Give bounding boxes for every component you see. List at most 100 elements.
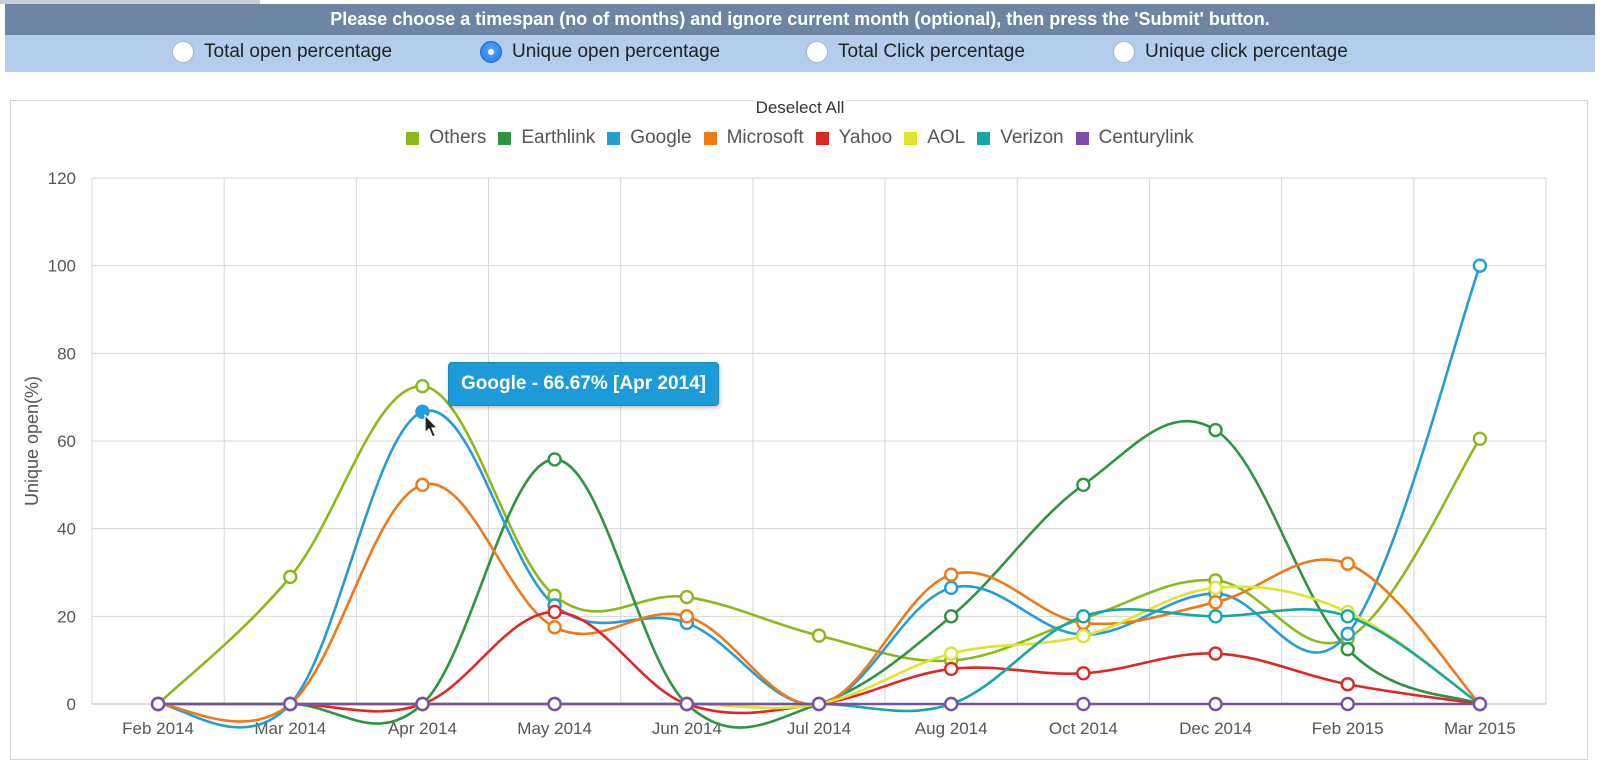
radio-button-icon[interactable] bbox=[172, 41, 194, 63]
chart-legend: Others Earthlink Google Microsoft Yahoo AOL Ve… bbox=[0, 127, 1600, 149]
data-point-microsoft bbox=[547, 620, 562, 635]
legend-label: AOL bbox=[927, 127, 966, 148]
top-tab-strip bbox=[0, 0, 260, 4]
radio-total-click[interactable]: Total Click percentage bbox=[806, 41, 1025, 63]
data-point-microsoft bbox=[1208, 595, 1223, 610]
legend-label: Centurylink bbox=[1098, 127, 1194, 148]
legend-label: Verizon bbox=[1000, 127, 1064, 148]
legend-item-earthlink[interactable]: Earthlink bbox=[498, 127, 595, 149]
data-point-google bbox=[943, 580, 959, 596]
data-point-yahoo bbox=[547, 604, 562, 620]
x-tick-label: Mar 2014 bbox=[254, 719, 326, 738]
data-point-centurylink bbox=[679, 696, 695, 712]
y-tick-label: 20 bbox=[57, 607, 76, 626]
data-point-others bbox=[1472, 431, 1488, 447]
legend-swatch bbox=[904, 131, 918, 145]
y-tick-label: 40 bbox=[57, 520, 76, 539]
data-point-centurylink bbox=[547, 696, 562, 712]
data-point-centurylink bbox=[1472, 696, 1488, 712]
legend-swatch bbox=[703, 131, 717, 145]
data-point-earthlink bbox=[1208, 422, 1223, 438]
series-line-earthlink bbox=[158, 419, 1481, 729]
data-point-microsoft bbox=[943, 567, 959, 582]
data-point-google bbox=[1340, 626, 1355, 642]
legend-label: Yahoo bbox=[838, 127, 893, 148]
radio-label: Unique click percentage bbox=[1145, 41, 1348, 62]
data-point-earthlink bbox=[547, 452, 562, 467]
mouse-pointer-icon bbox=[424, 414, 439, 438]
legend-swatch bbox=[815, 131, 829, 145]
data-point-microsoft bbox=[1340, 556, 1355, 571]
legend-swatch bbox=[498, 131, 512, 145]
data-point-verizon bbox=[1076, 609, 1091, 624]
data-point-yahoo bbox=[1340, 677, 1355, 692]
deselect-all-control: Deselect All bbox=[0, 98, 1600, 118]
data-point-microsoft bbox=[679, 609, 695, 624]
data-point-centurylink bbox=[1340, 696, 1355, 712]
legend-label: Others bbox=[429, 127, 487, 148]
data-point-others bbox=[811, 628, 827, 643]
legend-item-yahoo[interactable]: Yahoo bbox=[815, 127, 893, 149]
legend-item-verizon[interactable]: Verizon bbox=[977, 127, 1064, 149]
radio-label: Unique open percentage bbox=[512, 41, 721, 62]
data-point-yahoo bbox=[1076, 666, 1091, 681]
y-tick-label: 100 bbox=[48, 257, 76, 276]
legend-swatch bbox=[977, 131, 991, 145]
data-point-centurylink bbox=[415, 696, 430, 712]
metric-selector: Total open percentage Unique open percen… bbox=[5, 35, 1595, 72]
data-point-centurylink bbox=[1076, 696, 1091, 712]
y-tick-label: 80 bbox=[57, 344, 76, 363]
data-point-centurylink bbox=[943, 696, 959, 712]
x-tick-label: Dec 2014 bbox=[1179, 719, 1252, 738]
radio-button-selected-icon[interactable] bbox=[480, 41, 502, 63]
data-point-yahoo bbox=[1208, 646, 1223, 661]
x-tick-label: Oct 2014 bbox=[1049, 719, 1118, 738]
legend-label: Earthlink bbox=[521, 127, 596, 148]
data-point-aol bbox=[1076, 628, 1091, 644]
legend-item-aol[interactable]: AOL bbox=[904, 127, 965, 149]
data-point-centurylink bbox=[811, 696, 827, 712]
legend-label: Google bbox=[630, 127, 692, 148]
data-point-others bbox=[283, 569, 298, 585]
data-point-verizon bbox=[1340, 609, 1355, 624]
instruction-text: Please choose a timespan (no of months) … bbox=[330, 9, 1270, 29]
x-tick-label: Aug 2014 bbox=[915, 719, 988, 738]
data-point-centurylink bbox=[1208, 696, 1223, 712]
y-tick-label: 60 bbox=[57, 432, 76, 451]
radio-button-icon[interactable] bbox=[1113, 41, 1135, 63]
radio-unique-click[interactable]: Unique click percentage bbox=[1113, 41, 1348, 63]
data-point-centurylink bbox=[150, 696, 166, 712]
radio-total-open[interactable]: Total open percentage bbox=[172, 41, 392, 63]
radio-label: Total Click percentage bbox=[838, 41, 1025, 62]
series-line-others bbox=[157, 384, 1481, 705]
instruction-banner: Please choose a timespan (no of months) … bbox=[5, 4, 1595, 35]
x-tick-label: Jun 2014 bbox=[652, 719, 722, 738]
data-point-earthlink bbox=[1340, 642, 1355, 657]
data-point-earthlink bbox=[1076, 477, 1091, 493]
data-point-microsoft bbox=[415, 477, 430, 493]
x-tick-label: Feb 2015 bbox=[1312, 719, 1384, 738]
y-tick-label: 0 bbox=[67, 695, 76, 714]
data-point-others bbox=[415, 379, 430, 394]
legend-item-microsoft[interactable]: Microsoft bbox=[703, 127, 804, 149]
data-point-others bbox=[679, 589, 695, 605]
legend-item-others[interactable]: Others bbox=[406, 127, 486, 149]
data-point-earthlink bbox=[943, 609, 959, 624]
radio-label: Total open percentage bbox=[204, 41, 393, 62]
x-tick-label: Apr 2014 bbox=[388, 719, 457, 738]
x-tick-label: May 2014 bbox=[517, 719, 592, 738]
x-tick-label: Jul 2014 bbox=[787, 719, 851, 738]
data-point-aol bbox=[943, 646, 959, 661]
tooltip-text: Google - 66.67% [Apr 2014] bbox=[461, 373, 706, 394]
x-tick-label: Feb 2014 bbox=[122, 719, 194, 738]
deselect-all-button[interactable]: Deselect All bbox=[753, 98, 847, 117]
radio-button-icon[interactable] bbox=[806, 41, 828, 63]
legend-label: Microsoft bbox=[726, 127, 804, 148]
radio-unique-open[interactable]: Unique open percentage bbox=[480, 41, 720, 63]
legend-item-centurylink[interactable]: Centurylink bbox=[1075, 127, 1194, 149]
legend-item-google[interactable]: Google bbox=[607, 127, 692, 149]
data-point-yahoo bbox=[943, 661, 959, 677]
chart-tooltip: Google - 66.67% [Apr 2014] bbox=[448, 362, 719, 406]
legend-swatch bbox=[406, 131, 420, 145]
